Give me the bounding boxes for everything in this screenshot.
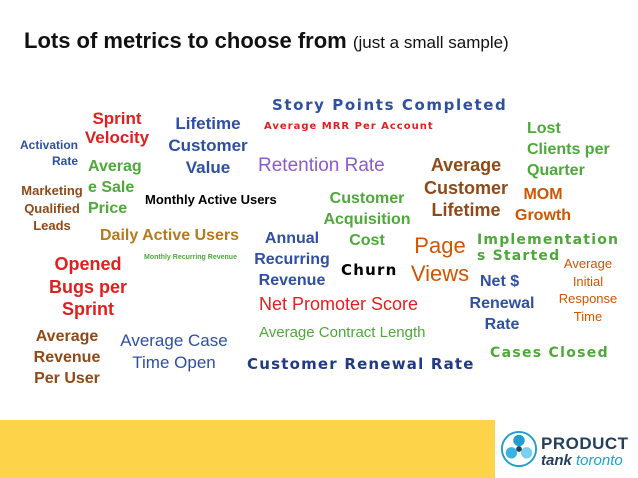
metric-cases-closed: Cases Closed	[490, 345, 609, 361]
metric-arpu: Average Revenue Per User	[33, 328, 101, 387]
metric-nps: Net Promoter Score	[259, 294, 419, 314]
slide-title-main: Lots of metrics to choose from	[24, 28, 347, 53]
metric-story-points: Story Points Completed	[272, 96, 508, 114]
metric-customer-renewal-rate: Customer Renewal Rate	[247, 355, 475, 373]
metric-retention-rate: Retention Rate	[258, 155, 385, 176]
metric-sprint-velocity: Sprint Velocity	[84, 109, 150, 148]
metric-average-customer-lifetime: Average Customer Lifetime	[423, 155, 508, 220]
metric-lifetime-customer-value: Lifetime Customer Value	[168, 114, 248, 178]
logo-text-tank-toronto: tank toronto	[541, 452, 623, 469]
metric-average-sale-price: Averag e Sale Price	[88, 158, 142, 217]
metric-daily-active-users: Daily Active Users	[100, 227, 240, 244]
metric-cac: Customer Acquisition Cost	[323, 190, 411, 249]
metric-churn: Churn	[341, 261, 398, 279]
metric-average-case-time: Average Case Time Open	[120, 331, 228, 373]
metric-average-initial-response: Average Initial Response Time	[558, 256, 618, 324]
metric-page-views: Page Views	[410, 233, 470, 286]
metric-mom-growth: MOM Growth	[515, 186, 571, 224]
slide-title-sub: (just a small sample)	[352, 33, 509, 52]
metric-arr: Annual Recurring Revenue	[254, 230, 330, 289]
logo-text-product: PRODUCT	[541, 434, 629, 453]
metric-activation-rate: Activation Rate	[19, 138, 78, 169]
metric-implementations-started: Implementation s Started	[477, 232, 620, 264]
metric-monthly-active-users: Monthly Active Users	[145, 192, 277, 207]
metric-lost-clients: Lost Clients per Quarter	[527, 120, 610, 179]
metric-mrr-small: Monthly Recurring Revenue	[144, 254, 237, 261]
product-tank-logo-icon	[500, 430, 538, 468]
metric-average-mrr: Average MRR Per Account	[264, 121, 434, 132]
metric-net-renewal-rate: Net $ Renewal Rate	[469, 273, 535, 334]
metric-opened-bugs: Opened Bugs per Sprint	[48, 254, 127, 319]
metric-average-contract-length: Average Contract Length	[259, 324, 426, 341]
slide-title: Lots of metrics to choose from (just a s…	[24, 28, 509, 54]
metric-mql: Marketing Qualified Leads	[21, 183, 83, 234]
